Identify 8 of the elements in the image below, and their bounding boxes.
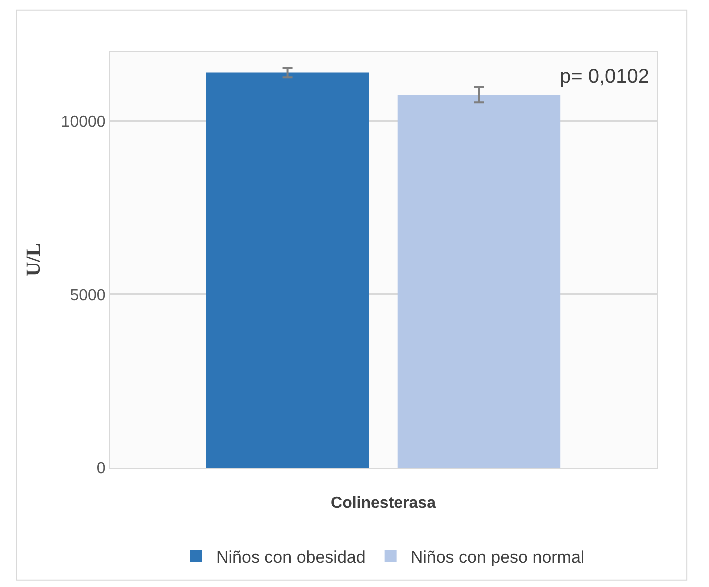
annotation: p= 0,0102: [560, 66, 650, 88]
legend-label: Niños con obesidad: [216, 548, 366, 567]
legend-label: Niños con peso normal: [410, 548, 585, 567]
y-tick-label: 5000: [70, 287, 106, 304]
y-axis-title: U/L: [22, 243, 45, 277]
y-tick-label: 0: [96, 460, 106, 478]
x-tick-label: Colinesterasa: [331, 495, 436, 512]
y-tick-label: 10000: [61, 114, 106, 131]
